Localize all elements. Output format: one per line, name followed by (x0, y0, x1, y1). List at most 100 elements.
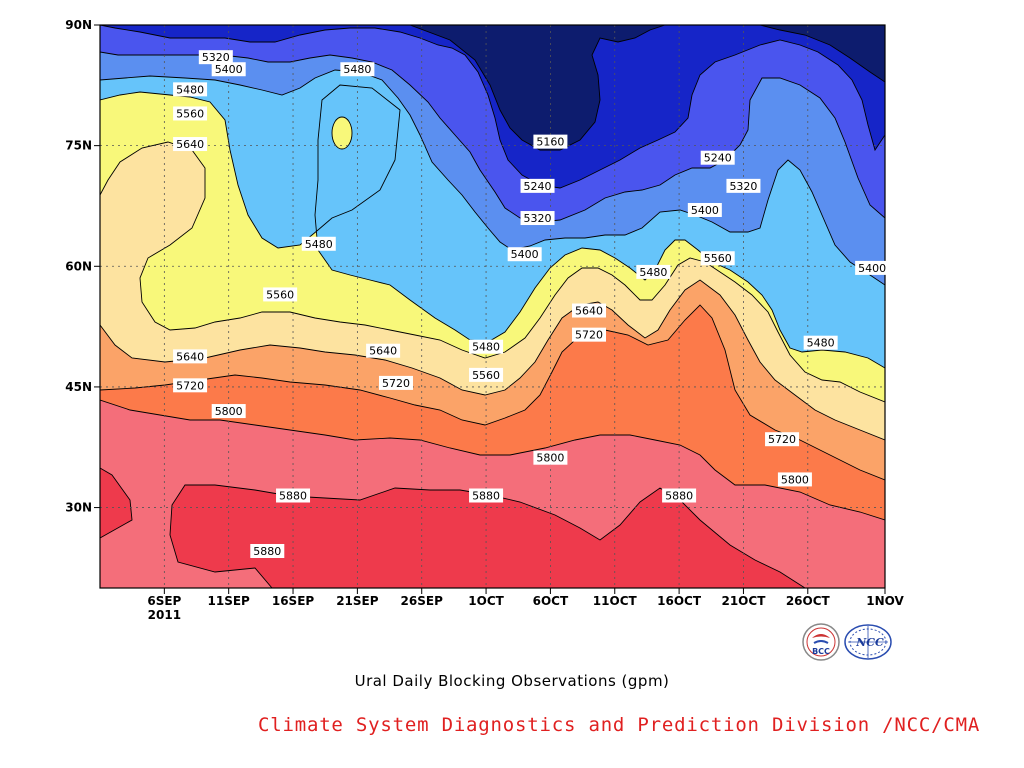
contour-label-5480: 5480 (301, 236, 336, 251)
contour-label-text: 5640 (575, 305, 603, 318)
contour-label-text: 5880 (472, 490, 500, 503)
contour-label-text: 5560 (176, 107, 204, 120)
contour-label-5560: 5560 (263, 287, 298, 302)
contour-line-5560 (100, 141, 885, 403)
contour-label-text: 5800 (536, 452, 564, 465)
contour-label-box (263, 287, 298, 302)
contour-label-text: 5160 (536, 136, 564, 149)
x-tick-label: 1OCT (468, 594, 504, 608)
y-tick-label: 45N (65, 380, 92, 394)
contour-label-text: 5480 (639, 266, 667, 279)
contour-label-box (276, 488, 311, 503)
contour-label-box (533, 134, 568, 149)
contour-label-text: 5400 (511, 248, 539, 261)
contour-label-box (572, 303, 607, 318)
band-5160-5240 (100, 25, 885, 188)
contour-label-box (662, 488, 697, 503)
contour-label-5720: 5720 (378, 375, 413, 390)
contour-line-5400 (100, 69, 885, 286)
band-below-5160-2 (760, 25, 885, 82)
contour-line-5720 (100, 304, 885, 481)
contour-label-5640: 5640 (366, 343, 401, 358)
contour-label-box (520, 211, 555, 226)
contour-label-text: 5320 (524, 212, 552, 225)
contour-label-layer: 5320540054805560564054805160524053205400… (173, 50, 890, 559)
contour-label-5480: 5480 (636, 264, 671, 279)
bcc-logo: BCC (801, 622, 841, 662)
contour-label-text: 5720 (575, 329, 603, 342)
contour-label-box (636, 264, 671, 279)
contour-label-5400: 5400 (855, 260, 890, 275)
contour-label-text: 5480 (343, 63, 371, 76)
contour-label-box (173, 106, 208, 121)
contour-label-box (726, 178, 761, 193)
contour-label-5880: 5880 (662, 488, 697, 503)
contour-label-5400: 5400 (211, 62, 246, 77)
contour-label-text: 5320 (202, 51, 230, 64)
contour-label-5480: 5480 (340, 62, 375, 77)
contour-label-5480: 5480 (173, 82, 208, 97)
blocking-contour-chart: 30N 45N 60N 75N 90N 6SEP 11SEP 16SEP 21SEP 26SEP… (65, 18, 904, 622)
contour-label-box (469, 367, 504, 382)
contour-label-box (173, 137, 208, 152)
contour-line-5160 (409, 25, 666, 151)
contour-label-5240: 5240 (700, 150, 735, 165)
ncc-logo: NCC (843, 622, 893, 662)
contour-label-5640: 5640 (173, 349, 208, 364)
x-axis: 6SEP 11SEP 16SEP 21SEP 26SEP 1OCT 6OCT 11OCT 16O… (147, 588, 904, 622)
contour-label-5560: 5560 (700, 251, 735, 266)
x-tick-label: 6SEP (147, 594, 181, 608)
contour-label-text: 5480 (305, 238, 333, 251)
contour-label-text: 5880 (279, 490, 307, 503)
contour-label-5240: 5240 (520, 178, 555, 193)
contour-label-5320: 5320 (198, 50, 233, 65)
contour-label-box (803, 335, 838, 350)
contour-line-5800 (100, 399, 885, 521)
contour-label-box (533, 450, 568, 465)
chart-caption: Ural Daily Blocking Observations (gpm) (354, 672, 670, 690)
contour-label-text: 5640 (176, 350, 204, 363)
contour-label-text: 5800 (781, 473, 809, 486)
y-tick-label: 75N (65, 139, 92, 153)
contour-label-5560: 5560 (173, 106, 208, 121)
contour-label-box (340, 62, 375, 77)
contour-label-box (700, 150, 735, 165)
contour-label-5480: 5480 (469, 339, 504, 354)
contour-label-text: 5560 (472, 369, 500, 382)
contour-label-5800: 5800 (777, 472, 812, 487)
organization-caption: Climate System Diagnostics and Predictio… (258, 714, 981, 736)
contour-label-text: 5880 (665, 490, 693, 503)
contour-line-5880b (100, 467, 133, 539)
x-tick-label: 11SEP (208, 594, 251, 608)
contour-label-text: 5320 (729, 180, 757, 193)
svg-text:BCC: BCC (812, 647, 830, 656)
x-tick-label: 21OCT (721, 594, 766, 608)
contour-label-box (173, 82, 208, 97)
contour-label-5800: 5800 (533, 450, 568, 465)
contour-label-text: 5480 (176, 83, 204, 96)
contour-label-box (572, 327, 607, 342)
x-year-label: 2011 (148, 608, 181, 622)
contour-fill-layer (100, 25, 885, 588)
contour-label-5560: 5560 (469, 367, 504, 382)
contour-label-text: 5720 (382, 377, 410, 390)
contour-label-5720: 5720 (765, 432, 800, 447)
contour-label-text: 5880 (253, 545, 281, 558)
contour-label-text: 5400 (215, 63, 243, 76)
contour-label-5640: 5640 (572, 303, 607, 318)
contour-label-text: 5800 (215, 405, 243, 418)
y-tick-label: 90N (65, 18, 92, 32)
contour-label-box (378, 375, 413, 390)
contour-label-text: 5240 (524, 180, 552, 193)
svg-text:NCC: NCC (855, 636, 884, 649)
x-tick-label: 11OCT (593, 594, 638, 608)
band-5480-5560-island (332, 117, 352, 149)
contour-label-5720: 5720 (173, 378, 208, 393)
contour-label-box (173, 349, 208, 364)
contour-label-text: 5640 (369, 345, 397, 358)
contour-label-box (469, 488, 504, 503)
x-tick-label: 26SEP (401, 594, 444, 608)
contour-line-5640 (100, 279, 885, 441)
contour-label-5160: 5160 (533, 134, 568, 149)
contour-label-text: 5560 (704, 252, 732, 265)
